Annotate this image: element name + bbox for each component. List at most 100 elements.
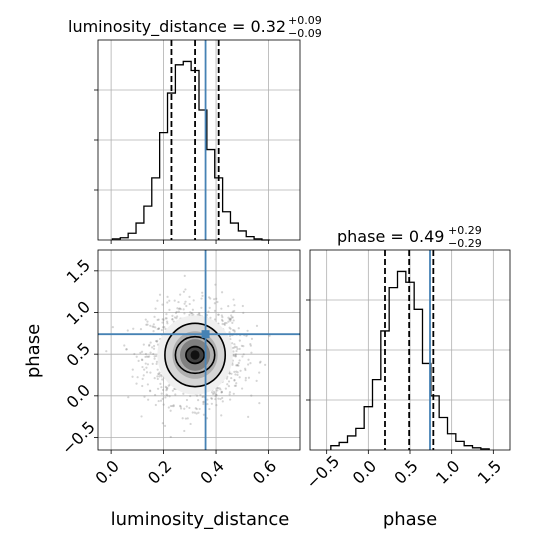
scatter-point xyxy=(230,314,233,317)
scatter-point xyxy=(154,403,157,407)
scatter-point xyxy=(255,324,259,327)
scatter-point xyxy=(140,350,144,353)
phase-title-sub: −0.29 xyxy=(448,237,482,250)
scatter-point xyxy=(210,397,214,400)
scatter-point xyxy=(258,402,261,405)
scatter-point xyxy=(232,319,235,322)
scatter-point xyxy=(169,404,172,408)
scatter-point xyxy=(240,344,244,347)
scatter-point xyxy=(157,318,160,321)
scatter-point xyxy=(161,388,165,392)
scatter-point xyxy=(193,411,196,414)
scatter-point xyxy=(230,376,233,380)
scatter-point xyxy=(183,302,186,305)
scatter-point xyxy=(229,319,232,322)
scatter-point xyxy=(156,327,159,331)
scatter-point xyxy=(228,372,231,375)
scatter-point xyxy=(201,395,204,398)
scatter-point xyxy=(171,318,174,321)
scatter-point xyxy=(230,316,234,319)
scatter-point xyxy=(247,376,251,379)
scatter-point xyxy=(264,363,267,366)
scatter-point xyxy=(146,383,149,386)
scatter-point xyxy=(234,354,237,357)
luminosity-distance-title-base: luminosity_distance = 0.32 xyxy=(68,17,286,37)
scatter-point xyxy=(189,311,192,314)
scatter-point xyxy=(227,316,230,319)
phase-title-sup: +0.29 xyxy=(448,224,482,237)
scatter-point xyxy=(164,327,167,331)
scatter-point xyxy=(227,380,231,383)
scatter-point xyxy=(153,357,156,360)
scatter-point xyxy=(250,394,253,397)
scatter-point xyxy=(202,401,205,404)
scatter-point xyxy=(156,299,159,302)
scatter-point xyxy=(161,318,164,321)
luminosity-distance-title-sup: +0.09 xyxy=(288,14,322,27)
scatter-point xyxy=(232,350,235,353)
scatter-point xyxy=(233,309,236,313)
scatter-point xyxy=(156,339,159,342)
scatter-point xyxy=(225,377,228,380)
scatter-point xyxy=(148,344,151,347)
scatter-point xyxy=(194,407,197,410)
scatter-point xyxy=(201,291,204,294)
scatter-point xyxy=(172,405,175,408)
scatter-point xyxy=(233,304,236,307)
scatter-point xyxy=(197,411,200,414)
scatter-point xyxy=(244,367,247,370)
scatter-point xyxy=(161,303,164,306)
scatter-point xyxy=(148,389,152,392)
scatter-point xyxy=(141,365,144,369)
scatter-point xyxy=(161,321,164,324)
scatter-point xyxy=(229,327,232,330)
scatter-point xyxy=(146,323,149,326)
scatter-point xyxy=(195,394,199,397)
scatter-point xyxy=(228,393,231,396)
scatter-point xyxy=(184,288,187,291)
scatter-point xyxy=(158,375,161,378)
scatter-point xyxy=(143,368,146,371)
scatter-point xyxy=(153,377,156,380)
scatter-point xyxy=(247,415,250,418)
scatter-point xyxy=(145,355,148,358)
scatter-point xyxy=(233,329,236,332)
scatter-point xyxy=(140,415,143,418)
panel-luminosity-distance-hist: luminosity_distance = 0.32 +0.09 −0.09 xyxy=(68,14,322,244)
scatter-point xyxy=(249,344,252,347)
scatter-point xyxy=(155,340,158,343)
scatter-point xyxy=(207,296,211,299)
scatter-point xyxy=(198,311,201,315)
panel-2d-scatter: 0.0 0.2 0.4 0.6−0.50.00.51.01.5 phase lumin… xyxy=(23,249,301,530)
scatter-point xyxy=(166,386,169,390)
scatter-point xyxy=(241,355,244,358)
scatter-point xyxy=(188,295,191,299)
scatter-point xyxy=(152,323,155,326)
scatter-point xyxy=(249,343,252,346)
scatter-point xyxy=(183,407,186,410)
scatter-point xyxy=(188,302,191,306)
scatter-point xyxy=(232,392,235,395)
scatter-point xyxy=(136,376,139,379)
scatter-point xyxy=(163,326,166,329)
ld-hist-step xyxy=(111,60,270,241)
scatter-point xyxy=(174,311,178,314)
scatter-point xyxy=(157,327,161,330)
scatter-point xyxy=(137,359,140,362)
scatter-point xyxy=(202,413,205,416)
scatter-point xyxy=(158,293,162,296)
scatter-point xyxy=(157,372,160,376)
scatter-point xyxy=(190,312,193,315)
scatter-point xyxy=(125,348,128,351)
scatter-point xyxy=(220,390,223,393)
scatter-point xyxy=(232,298,235,301)
scatter-point xyxy=(161,326,165,329)
scatter-point xyxy=(210,391,214,394)
density-level-5 xyxy=(190,350,200,360)
scatter-point xyxy=(166,295,169,298)
scatter-point xyxy=(220,318,224,321)
scatter-point xyxy=(233,378,236,382)
scatter-point xyxy=(155,360,159,363)
scatter-point xyxy=(169,435,172,439)
